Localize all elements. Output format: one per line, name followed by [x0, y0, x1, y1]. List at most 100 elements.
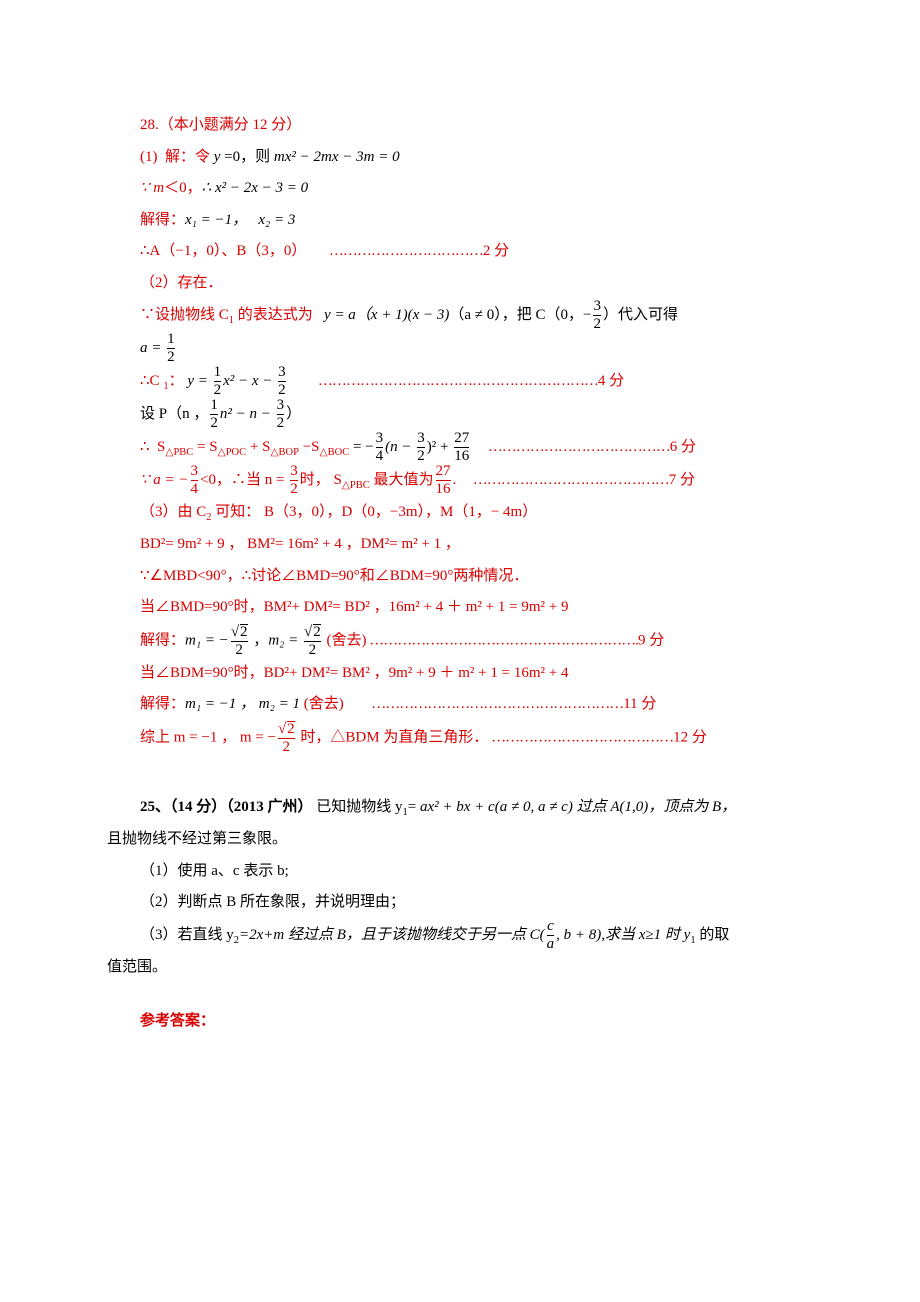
n: 1 [167, 332, 175, 347]
d: 2 [593, 317, 601, 332]
d: 16 [436, 482, 451, 497]
p28-l12: （3）由 C2 可知： B（3，0），D（0，−3m），M（1，− 4m） [140, 497, 780, 529]
p25-q3b: 值范围。 [107, 952, 780, 984]
t: ∴ S [140, 439, 165, 455]
d: 4 [191, 482, 199, 497]
p28-l3: 解得：x₁ = −1， x₂ = 3 [140, 205, 780, 237]
dots: …………………………………………………… [288, 373, 598, 389]
n: 3 [290, 464, 298, 479]
p28-l16: 解得：m₁ = −√22 ，m₂ = √22 (舍去) ………………………………… [140, 624, 780, 658]
t: ∵设抛物线 C [140, 307, 229, 323]
p25-answer-label: 参考答案： [140, 1006, 780, 1038]
t: = S [193, 439, 217, 455]
t: （a ≠ 0），把 C（0， [449, 307, 583, 323]
sub: △POC [218, 447, 247, 458]
t: + S [246, 439, 270, 455]
frac: ca [545, 919, 557, 952]
t: 解得： [140, 696, 185, 712]
eq: n² − n − [220, 406, 275, 422]
p28-l1: (1) 解：令 y =0，则 mx² − 2mx − 3m = 0 [140, 142, 780, 174]
t: 25、（14 分）（2013 广州） [140, 799, 313, 815]
n: c [547, 919, 555, 934]
t: (舍去) [300, 696, 344, 712]
n: √2 [278, 721, 295, 737]
n: 1 [210, 398, 218, 413]
p28-l7: a = 1 2 [140, 332, 780, 365]
t: a = [140, 340, 165, 356]
p28-l18: 解得：m₁ = −1 ， m₂ = 1 (舍去) ………………………………………… [140, 689, 780, 721]
d: 2 [278, 383, 286, 398]
t: y [210, 149, 224, 165]
p28-l10: ∴ S△PBC = S△POC + S△BOP −S△BOC = −34(n −… [140, 431, 780, 464]
eq: x² − x − [223, 373, 276, 389]
frac: √22 [302, 624, 323, 658]
eq: y = a（x + 1)(x − 3) [320, 307, 449, 323]
t: ∴A（−1，0）、B（3，0） [140, 243, 329, 259]
sub: △PBC [342, 480, 370, 491]
d: 2 [290, 482, 298, 497]
frac: 32 [276, 365, 288, 398]
p25-q1: （1）使用 a、c 表示 b; [140, 856, 780, 888]
t: )² + [427, 439, 452, 455]
t: 可知： B（3，0），D（0，−3m），M（1，− 4m） [212, 504, 538, 520]
frac: 32 [415, 431, 427, 464]
p28-l15: 当∠BMD=90°时，BM²+ DM²= BD² ，16m² + 4 ＋ m² … [140, 592, 780, 624]
t: =2x+m 经过点 B，且于该抛物线交于另一点 C( [239, 927, 545, 943]
p25-q2: （2）判断点 B 所在象限，并说明理由； [140, 887, 780, 919]
r: 2 [313, 624, 321, 640]
p25-q3: （3）若直线 y2=2x+m 经过点 B，且于该抛物线交于另一点 C(ca, b… [140, 919, 780, 952]
t: 解得： [140, 212, 185, 228]
eq: ∴ x² − 2x − 3 = 0 [202, 180, 308, 196]
d: 2 [231, 643, 248, 658]
r: 2 [287, 721, 295, 737]
frac: 34 [374, 431, 386, 464]
d: 2 [277, 416, 285, 431]
n: 27 [436, 464, 451, 479]
p28-l17: 当∠BDM=90°时，BD²+ DM²= BM² ，9m² + 9 ＋ m² +… [140, 658, 780, 690]
eq: x₁ = −1， x₂ = 3 [185, 212, 295, 228]
p28-l4: ∴A（−1，0）、B（3，0） ……………………………2 分 [140, 236, 780, 268]
t: , b + 8),求当 x≥1 时 y [556, 927, 690, 943]
t: 已知抛物线 y [313, 799, 403, 815]
p28-l11: ∵ a = −34<0，∴当 n = 32时， S△PBC 最大值为2716. … [140, 464, 780, 497]
d: 2 [304, 643, 321, 658]
t: 过点 A(1,0)，顶点为 B， [573, 799, 736, 815]
p28-l8: ∴C 1： y = 12x² − x − 32 …………………………………………… [140, 365, 780, 398]
t: <0，∴当 n = [200, 472, 288, 488]
eq: mx² − 2mx − 3m = 0 [274, 149, 400, 165]
t: ， [250, 632, 269, 648]
dots: …………………………………………………. [366, 632, 638, 648]
n: 3 [277, 398, 285, 413]
n: 3 [417, 431, 425, 446]
t: ＜0， [164, 180, 202, 196]
frac: 12 [212, 365, 224, 398]
t: ）代入可得 [603, 307, 678, 323]
pts: 7 分 [669, 472, 695, 488]
n: 1 [214, 365, 222, 380]
t: 时， S [300, 472, 342, 488]
eq: m₁ = − [185, 632, 229, 648]
p28-l9: 设 P（n ，12n² − n − 32） [140, 398, 780, 431]
frac: 32 [288, 464, 300, 497]
t: −S [299, 439, 320, 455]
t: BD²= 9m² + 9 ， BM²= 16m² + 4 ，DM²= m² + … [140, 536, 460, 552]
t: = − [349, 439, 373, 455]
p25-l2: 且抛物线不经过第三象限。 [107, 824, 780, 856]
p28-l5: （2）存在． [140, 268, 780, 300]
dots: …………………………… [329, 243, 483, 259]
d: 2 [210, 416, 218, 431]
t: (n − [385, 439, 415, 455]
dots: ………………………………… [471, 439, 670, 455]
t: ∵ a = − [140, 472, 189, 488]
d: 2 [278, 740, 295, 755]
d: 2 [167, 350, 175, 365]
t: = [408, 799, 420, 815]
d: 2 [417, 449, 425, 464]
n: 27 [454, 431, 469, 446]
d: 2 [214, 383, 222, 398]
pts: 2 分 [483, 243, 509, 259]
d: 4 [376, 449, 384, 464]
n: 3 [191, 464, 199, 479]
t: ） [286, 406, 301, 422]
frac: 12 [208, 398, 220, 431]
